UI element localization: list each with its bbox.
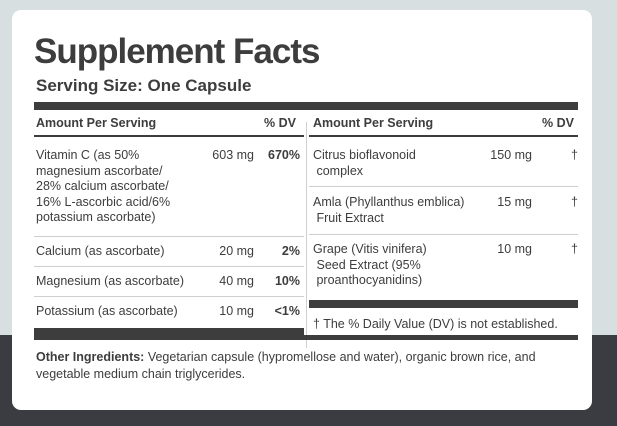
right-header-amount: Amount Per Serving xyxy=(313,116,434,130)
right-header-rule xyxy=(309,135,578,137)
left-row-magnesium-dv: 10% xyxy=(274,274,300,288)
left-row-magnesium-amount: 40 mg xyxy=(219,274,254,288)
left-row-vitamin-c-amount: 603 mg xyxy=(212,148,254,162)
other-ingredients-label: Other Ingredients: xyxy=(36,350,145,364)
right-row-amla-amount: 15 mg xyxy=(497,195,532,209)
right-header-dv: % DV xyxy=(542,116,574,130)
left-row-vitamin-c-dv: 670% xyxy=(268,148,300,162)
right-row-grape-name: Grape (Vitis vinifera) Seed Extract (95%… xyxy=(313,242,427,287)
left-row-magnesium-name: Magnesium (as ascorbate) xyxy=(36,274,184,288)
left-row-potassium-dv: <1% xyxy=(274,304,300,318)
row-divider xyxy=(34,296,304,297)
supplement-facts-panel: Supplement Facts Serving Size: One Capsu… xyxy=(12,10,592,410)
right-row-citrus-name: Citrus bioflavonoid complex xyxy=(313,148,416,178)
left-header-amount: Amount Per Serving xyxy=(36,116,157,130)
row-divider xyxy=(34,236,304,237)
column-divider xyxy=(306,122,307,348)
left-row-calcium-name: Calcium (as ascorbate) xyxy=(36,244,165,258)
top-rule xyxy=(34,102,578,110)
left-row-calcium-amount: 20 mg xyxy=(219,244,254,258)
left-header-rule xyxy=(34,135,304,137)
right-row-amla-name: Amla (Phyllanthus emblica) Fruit Extract xyxy=(313,195,465,225)
left-header-dv: % DV xyxy=(264,116,296,130)
serving-size: Serving Size: One Capsule xyxy=(36,76,252,95)
row-divider xyxy=(309,186,578,187)
left-row-vitamin-c-name: Vitamin C (as 50% magnesium ascorbate/ 2… xyxy=(36,148,171,224)
ingredients-rule xyxy=(34,335,578,340)
row-divider xyxy=(34,266,304,267)
other-ingredients-text: Vegetarian capsule (hypromellose and wat… xyxy=(36,350,536,381)
row-divider xyxy=(309,234,578,235)
panel-title: Supplement Facts xyxy=(34,32,320,71)
left-row-potassium-name: Potassium (as ascorbate) xyxy=(36,304,178,318)
other-ingredients: Other Ingredients: Vegetarian capsule (h… xyxy=(36,349,576,383)
right-row-citrus-amount: 150 mg xyxy=(490,148,532,162)
right-row-grape-amount: 10 mg xyxy=(497,242,532,256)
right-bottom-rule xyxy=(309,300,578,308)
left-row-calcium-dv: 2% xyxy=(281,244,300,258)
left-row-potassium-amount: 10 mg xyxy=(219,304,254,318)
right-row-citrus-dv: † xyxy=(571,148,578,162)
dv-footnote: † The % Daily Value (DV) is not establis… xyxy=(313,317,558,331)
right-row-grape-dv: † xyxy=(571,242,578,256)
left-bottom-rule xyxy=(34,328,304,336)
right-row-amla-dv: † xyxy=(571,195,578,209)
